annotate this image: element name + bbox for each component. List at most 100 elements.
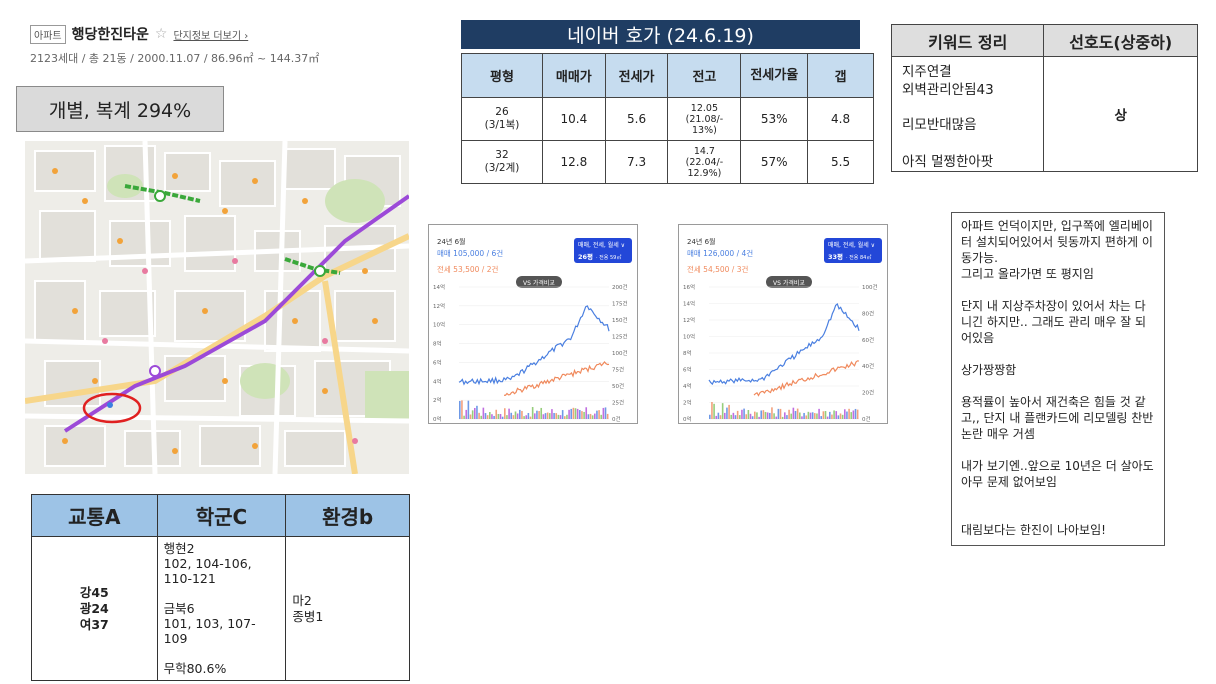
- volume-bar: [521, 410, 523, 419]
- volume-bar: [484, 413, 487, 419]
- vs-compare-label: VS 가격비교: [773, 279, 805, 287]
- y-tick-left: 0억: [433, 415, 442, 423]
- jeonse-price-line: [753, 360, 860, 397]
- volume-bar: [730, 414, 733, 419]
- volume-bar: [811, 412, 814, 419]
- volume-bar: [574, 408, 577, 419]
- chart-size-label: 26평: [578, 252, 593, 261]
- volume-bar: [570, 408, 573, 419]
- y-tick-right: 100건: [862, 284, 878, 291]
- volume-bar: [816, 413, 818, 419]
- volume-bar: [467, 400, 470, 419]
- table-row: 26 (3/1복) 10.4 5.6 12.05 (21.08/- 13%) 53% …: [461, 97, 874, 141]
- volume-bar: [549, 413, 551, 419]
- volume-bar: [841, 414, 844, 419]
- volume-bar: [749, 413, 752, 419]
- traffic-value: 여37: [79, 616, 109, 632]
- star-icon[interactable]: ☆: [154, 26, 168, 42]
- volume-bar: [512, 415, 515, 419]
- column-header-jeonse-ratio: 전세가율: [740, 53, 809, 98]
- volume-bar: [572, 407, 575, 419]
- y-tick-right: 75건: [612, 367, 624, 374]
- high-drop: 13%): [691, 124, 717, 136]
- y-tick-right: 60건: [862, 337, 874, 344]
- chart-jeonse-text: 전세 54,500 / 3건: [687, 264, 748, 274]
- volume-bar: [756, 412, 758, 419]
- volume-bar: [831, 414, 833, 419]
- volume-bar: [747, 410, 750, 419]
- volume-bar: [837, 415, 840, 419]
- volume-bar: [721, 403, 724, 419]
- table-row: 32 (3/2계) 12.8 7.3 14.7 (22.04/- 12.9%) 57%…: [461, 140, 874, 184]
- high-value: 14.7: [693, 145, 715, 157]
- volume-bar: [587, 414, 590, 419]
- volume-bar: [561, 410, 564, 419]
- keyword-item: 외벽관리안됨43: [902, 82, 994, 98]
- volume-bar: [544, 413, 547, 419]
- school-header: 학군C: [156, 494, 287, 537]
- location-map[interactable]: [25, 141, 409, 474]
- traffic-cell: 강45 광24 여37: [31, 536, 158, 681]
- y-tick-left: 8억: [433, 340, 442, 348]
- volume-bar: [709, 414, 711, 419]
- sale-price-line: [458, 305, 610, 386]
- volume-bar: [474, 407, 476, 419]
- volume-bar: [594, 413, 596, 419]
- jeonse-value: 5.6: [604, 97, 669, 141]
- volume-bar: [598, 410, 600, 419]
- keyword-item: 아직 멀쩡한아팟: [902, 154, 994, 170]
- apartment-name[interactable]: 행당한진타운: [71, 27, 149, 43]
- size-value: 32: [495, 149, 509, 161]
- volume-bar: [491, 414, 493, 419]
- volume-bar: [724, 412, 726, 419]
- chart-filter-label: 매매, 전세, 월세 ∨: [828, 241, 875, 249]
- vs-compare-button: [516, 276, 562, 288]
- volume-bar: [715, 415, 718, 419]
- volume-bar: [799, 412, 801, 419]
- traffic-header: 교통A: [31, 494, 158, 537]
- chart-filter-label: 매매, 전세, 월세 ∨: [578, 241, 625, 249]
- volume-bar: [803, 412, 805, 419]
- volume-bar: [508, 408, 510, 419]
- preference-grade: 상: [1043, 56, 1198, 172]
- apartment-summary: 2123세대 / 총 21동 / 2000.11.07 / 86.96㎡ ~ 1…: [30, 52, 320, 65]
- naver-price-table: 평형 매매가 전세가 전고 전세가율 갭 26 (3/1복) 10.4 5.6 1…: [461, 53, 874, 184]
- column-header-high: 전고: [667, 53, 742, 98]
- jeonse-value: 7.3: [604, 140, 669, 184]
- y-tick-left: 4억: [433, 377, 442, 385]
- column-header-jeonse: 전세가: [604, 53, 669, 98]
- y-tick-left: 4억: [683, 382, 692, 390]
- y-tick-left: 2억: [683, 399, 692, 407]
- volume-bar: [559, 415, 562, 419]
- volume-bar: [777, 408, 780, 419]
- complex-info-link[interactable]: 단지정보 더보기 ›: [173, 30, 249, 42]
- volume-bar: [583, 411, 585, 419]
- chart-size-label: 33평: [828, 252, 843, 261]
- volume-bar: [540, 407, 543, 419]
- keyword-table: 키워드 정리 선호도(상중하) 지주연결 외벽관리안됨43 리모반대많음 아직 …: [890, 24, 1198, 172]
- volume-bar: [773, 413, 775, 419]
- volume-bar: [824, 411, 827, 419]
- traffic-value: 광24: [79, 600, 109, 616]
- column-header-gap: 갭: [807, 53, 874, 98]
- y-tick-right: 150건: [612, 317, 628, 324]
- volume-bar: [826, 416, 829, 419]
- volume-bar: [579, 410, 581, 419]
- volume-bar: [771, 407, 773, 419]
- volume-bar: [814, 413, 816, 419]
- school-line: 행현2: [163, 541, 195, 556]
- volume-bar: [516, 413, 519, 419]
- volume-bar: [576, 408, 579, 419]
- column-header-size: 평형: [461, 53, 543, 98]
- volume-bar: [553, 412, 555, 419]
- volume-bar: [585, 407, 588, 419]
- apartment-type-badge: 아파트: [30, 24, 66, 44]
- volume-bar: [604, 407, 607, 419]
- keyword-list: 지주연결 외벽관리안됨43 리모반대많음 아직 멀쩡한아팟: [892, 57, 1043, 171]
- volume-bar: [557, 414, 560, 419]
- volume-bar: [839, 413, 842, 419]
- y-tick-right: 25건: [612, 400, 624, 407]
- keyword-item: 지주연결: [902, 64, 952, 80]
- volume-bar: [480, 415, 483, 419]
